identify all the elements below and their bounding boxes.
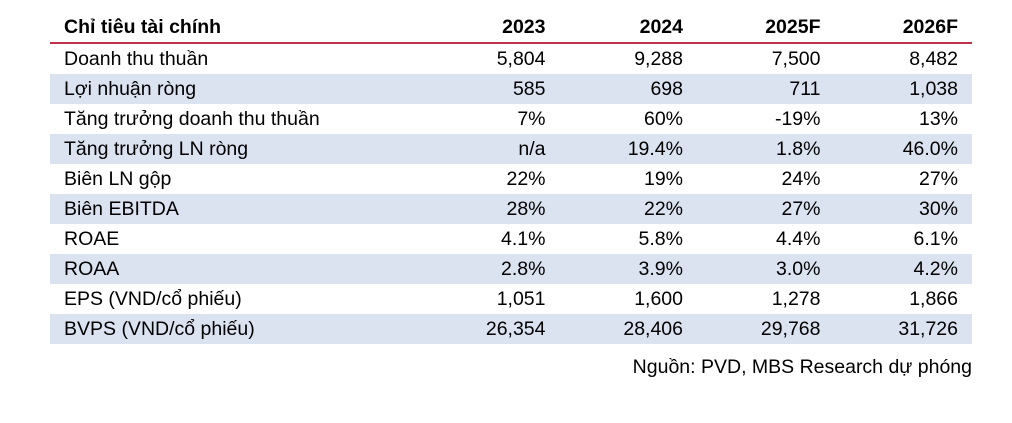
value-cell: 7,500 xyxy=(771,47,821,70)
value-cell: 1.8% xyxy=(697,134,835,164)
value-cell: 1,038 xyxy=(834,74,972,104)
table-row: Doanh thu thuần 5,804 9,288 7,500 8,482 xyxy=(50,43,972,74)
value-cell: n/a xyxy=(422,134,560,164)
table-header-row: Chỉ tiêu tài chính 2023 2024 2025F 2026F xyxy=(50,12,972,44)
table-body: Doanh thu thuần 5,804 9,288 7,500 8,482 Lợi n… xyxy=(50,43,972,344)
value-cell: 698 xyxy=(559,74,697,104)
value-cell: 22% xyxy=(506,167,546,190)
table-row: Lợi nhuận ròng 585 698 711 1,038 xyxy=(50,74,972,104)
column-header-2025f: 2025F xyxy=(697,12,835,44)
value-cell: 5,804 xyxy=(496,47,546,70)
row-label-cell: EPS (VND/cổ phiếu) xyxy=(64,287,242,310)
financial-metrics-table: Chỉ tiêu tài chính 2023 2024 2025F 2026F… xyxy=(50,12,972,344)
table-row: Tăng trưởng doanh thu thuần 7% 60% -19% 13% xyxy=(50,104,972,134)
row-label-cell: Lợi nhuận ròng xyxy=(50,74,422,104)
row-label-cell: Doanh thu thuần xyxy=(64,47,209,70)
value-cell: 60% xyxy=(643,107,683,130)
row-label-cell: BVPS (VND/cổ phiếu) xyxy=(50,314,422,344)
value-cell: 711 xyxy=(697,74,835,104)
value-cell: 1,600 xyxy=(634,287,683,310)
value-cell: 1,278 xyxy=(771,287,821,310)
value-cell: 1,051 xyxy=(496,287,546,310)
value-cell: -19% xyxy=(774,107,821,130)
table-row: BVPS (VND/cổ phiếu) 26,354 28,406 29,768 31,… xyxy=(50,314,972,344)
column-header-2024: 2024 xyxy=(559,12,697,44)
value-cell: 27% xyxy=(697,194,835,224)
row-label-cell: Biên EBITDA xyxy=(50,194,422,224)
value-cell: 4.1% xyxy=(501,227,546,250)
value-cell: 29,768 xyxy=(697,314,835,344)
value-cell: 8,482 xyxy=(909,47,958,70)
value-cell: 1,866 xyxy=(909,287,958,310)
row-label-cell: Tăng trưởng LN ròng xyxy=(50,134,422,164)
value-cell: 31,726 xyxy=(834,314,972,344)
value-cell: 46.0% xyxy=(834,134,972,164)
financial-metrics-table-container: Chỉ tiêu tài chính 2023 2024 2025F 2026F… xyxy=(50,12,972,344)
table-row: ROAA 2.8% 3.9% 3.0% 4.2% xyxy=(50,254,972,284)
value-cell: 19.4% xyxy=(559,134,697,164)
row-label-cell: Biên LN gộp xyxy=(64,167,172,190)
row-label-cell: Tăng trưởng doanh thu thuần xyxy=(64,107,320,130)
column-header-metric: Chỉ tiêu tài chính xyxy=(50,12,422,44)
value-cell: 13% xyxy=(918,107,958,130)
value-cell: 585 xyxy=(422,74,560,104)
value-cell: 28,406 xyxy=(559,314,697,344)
value-cell: 3.0% xyxy=(697,254,835,284)
value-cell: 19% xyxy=(643,167,683,190)
value-cell: 3.9% xyxy=(559,254,697,284)
value-cell: 22% xyxy=(559,194,697,224)
table-row: Biên LN gộp 22% 19% 24% 27% xyxy=(50,164,972,194)
value-cell: 26,354 xyxy=(422,314,560,344)
value-cell: 6.1% xyxy=(913,227,958,250)
value-cell: 30% xyxy=(834,194,972,224)
value-cell: 9,288 xyxy=(634,47,683,70)
column-header-2023: 2023 xyxy=(422,12,560,44)
table-row: Tăng trưởng LN ròng n/a 19.4% 1.8% 46.0% xyxy=(50,134,972,164)
value-cell: 5.8% xyxy=(638,227,683,250)
table-row: EPS (VND/cổ phiếu) 1,051 1,600 1,278 1,866 xyxy=(50,284,972,314)
value-cell: 4.2% xyxy=(834,254,972,284)
value-cell: 4.4% xyxy=(776,227,821,250)
value-cell: 2.8% xyxy=(422,254,560,284)
value-cell: 27% xyxy=(918,167,958,190)
source-note: Nguồn: PVD, MBS Research dự phóng xyxy=(632,356,972,378)
table-row: ROAE 4.1% 5.8% 4.4% 6.1% xyxy=(50,224,972,254)
table-row: Biên EBITDA 28% 22% 27% 30% xyxy=(50,194,972,224)
row-label-cell: ROAE xyxy=(64,227,120,250)
row-label-cell: ROAA xyxy=(50,254,422,284)
value-cell: 7% xyxy=(517,107,546,130)
value-cell: 28% xyxy=(422,194,560,224)
value-cell: 24% xyxy=(781,167,821,190)
column-header-2026f: 2026F xyxy=(834,12,972,44)
